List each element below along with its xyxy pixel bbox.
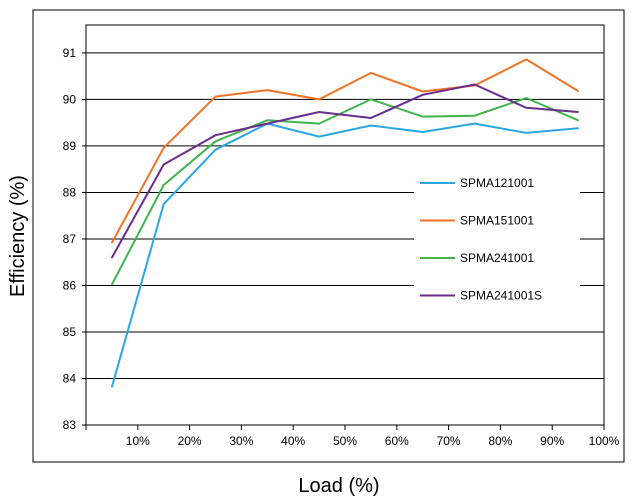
y-tick-label: 89 (63, 139, 77, 153)
data-point-spma241001-1 (162, 184, 165, 186)
y-tick-label: 90 (63, 92, 77, 106)
data-point-spma151001-9 (577, 90, 579, 92)
x-tick-label: 30% (229, 434, 253, 448)
data-point-spma241001s-6 (421, 93, 424, 96)
legend-label-spma121001: SPMA121001 (460, 176, 534, 190)
legend-label-spma151001: SPMA151001 (460, 214, 534, 228)
data-point-spma241001s-3 (266, 122, 269, 125)
y-tick-label: 85 (63, 325, 77, 339)
data-point-spma241001-7 (473, 114, 476, 117)
data-point-spma241001s-8 (525, 106, 528, 109)
data-point-spma241001-5 (370, 98, 372, 101)
x-tick-label: 40% (281, 434, 305, 448)
x-tick-label: 100% (589, 434, 620, 448)
data-point-spma121001-4 (318, 135, 320, 138)
data-point-spma241001-0 (111, 283, 113, 286)
data-point-spma151001-1 (162, 146, 165, 149)
data-point-spma241001-3 (266, 119, 269, 122)
series-line-spma241001s (111, 83, 579, 259)
data-point-spma241001s-2 (214, 134, 217, 137)
data-point-spma121001-7 (473, 122, 476, 125)
y-tick-label: 86 (63, 278, 77, 292)
y-tick-label: 83 (63, 418, 77, 432)
x-axis-title: Load (%) (298, 475, 379, 497)
legend: SPMA121001 SPMA151001 SPMA241001 SPMA241001… (414, 160, 580, 312)
data-point-spma121001-9 (577, 127, 579, 130)
series-line-spma151001 (111, 58, 579, 244)
x-tick-label: 50% (333, 434, 357, 448)
series-line-spma121001 (110, 122, 579, 388)
data-point-spma241001s-1 (162, 163, 165, 166)
x-tick-label: 60% (385, 434, 409, 448)
y-axis-title: Efficiency (%) (7, 175, 29, 297)
data-point-spma121001-0 (111, 386, 113, 388)
y-axis-ticks: 83 84 85 86 87 88 89 90 91 (63, 46, 86, 432)
series-lines (110, 58, 579, 388)
x-tick-label: 20% (178, 434, 202, 448)
data-point-spma241001-9 (577, 119, 579, 122)
data-point-spma121001-8 (525, 132, 528, 134)
legend-box (414, 160, 580, 312)
y-tick-label: 84 (63, 371, 77, 385)
data-point-spma121001-2 (214, 148, 217, 151)
x-tick-label: 10% (126, 434, 150, 448)
y-tick-label: 91 (63, 46, 77, 60)
data-point-spma241001-2 (214, 140, 217, 143)
data-point-spma151001-2 (214, 95, 217, 98)
y-tick-label: 87 (63, 232, 77, 246)
data-point-spma241001s-5 (370, 117, 372, 119)
x-tick-label: 80% (488, 434, 512, 448)
chart-border (32, 9, 625, 463)
x-tick-label: 70% (437, 434, 461, 448)
legend-label-spma241001: SPMA241001 (460, 251, 534, 265)
data-point-spma151001-3 (266, 89, 269, 91)
data-point-spma241001s-9 (577, 111, 579, 113)
data-point-spma121001-6 (421, 131, 424, 133)
x-axis-ticks: 10% 20% 30% 40% 50% 60% 70% 80% 90% 100% (85, 425, 620, 448)
data-point-spma121001-5 (370, 124, 372, 127)
series-line-spma241001 (111, 97, 579, 285)
data-point-spma121001-1 (162, 203, 165, 205)
data-point-spma151001-8 (525, 58, 528, 61)
data-point-spma241001-6 (421, 115, 424, 118)
data-point-spma151001-4 (318, 98, 320, 101)
data-point-spma151001-6 (421, 90, 424, 93)
data-point-spma151001-5 (370, 72, 372, 74)
x-tick-label: 90% (540, 434, 564, 448)
legend-label-spma241001s: SPMA241001S (460, 289, 542, 303)
data-point-spma241001s-7 (473, 83, 476, 86)
data-point-spma241001s-4 (318, 111, 320, 113)
data-point-spma241001-4 (318, 122, 320, 125)
y-tick-label: 88 (63, 185, 77, 199)
data-point-spma241001s-0 (111, 256, 113, 259)
data-point-spma241001-8 (525, 97, 528, 99)
data-point-spma151001-0 (111, 241, 113, 244)
